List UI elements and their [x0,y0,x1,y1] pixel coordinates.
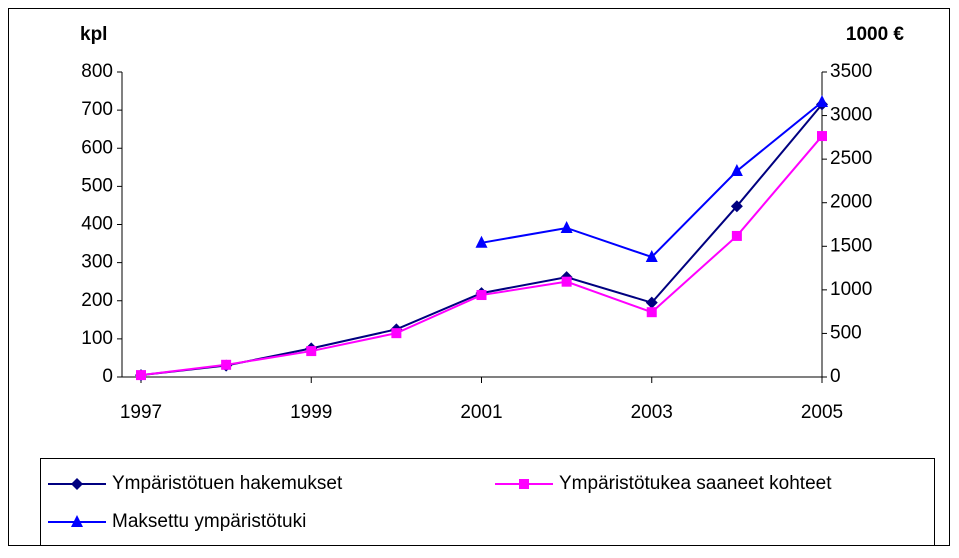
y-tick-label: 300 [81,252,113,273]
x-tick-label: 2005 [801,402,843,423]
x-tick-label: 1999 [290,402,332,423]
y-tick-label: 500 [81,175,113,196]
legend-label: Ympäristötuen hakemukset [112,473,343,494]
marker [475,235,488,248]
y-tick-label: 800 [81,61,113,82]
y2-tick-label: 2000 [830,192,872,213]
y2-tick-label: 2500 [830,148,872,169]
marker [476,290,487,301]
marker [221,359,232,370]
x-tick-label: 2001 [460,402,502,423]
legend-marker [71,515,83,527]
legend-marker [71,478,83,490]
marker [730,200,743,213]
x-tick-label: 1997 [120,402,162,423]
y-tick-label: 0 [102,366,113,387]
marker [817,131,827,142]
marker [730,163,743,176]
marker [645,250,658,263]
x-tick-label: 2003 [631,402,673,423]
y-axis-title: kpl [80,24,107,45]
marker [731,230,742,241]
legend-marker [519,479,529,489]
marker [136,370,146,381]
marker [306,346,317,357]
y-tick-label: 200 [81,290,113,311]
y-tick-label: 700 [81,99,113,120]
marker [646,307,657,318]
y-tick-label: 400 [81,214,113,235]
legend-box [40,458,935,546]
y2-axis-title: 1000 € [846,24,905,45]
legend-label: Ympäristötukea saaneet kohteet [559,473,832,494]
y-tick-label: 100 [81,328,113,349]
y2-tick-label: 1500 [830,235,872,256]
y2-tick-label: 500 [830,322,862,343]
y2-tick-label: 3500 [830,61,872,82]
y2-tick-label: 0 [830,366,841,387]
legend-label: Maksettu ympäristötuki [112,511,306,532]
marker [391,328,402,339]
marker [561,276,572,287]
marker [816,94,828,107]
y2-tick-label: 1000 [830,279,872,300]
marker [645,296,658,309]
y2-tick-label: 3000 [830,105,872,126]
marker [560,220,573,233]
y-tick-label: 600 [81,137,113,158]
chart-border [8,8,950,546]
